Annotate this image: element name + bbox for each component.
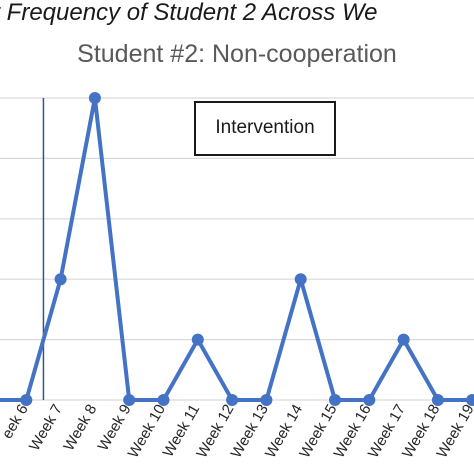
annotation-label: Intervention [215,117,314,138]
data-point [397,333,410,346]
data-point [466,394,474,406]
data-point [123,394,136,406]
data-point [431,394,444,406]
gridlines [0,97,474,401]
chart-subtitle: Student #2: Non-cooperation [77,40,397,68]
data-point [363,394,376,406]
series-group [0,92,474,406]
chart-title: r Frequency of Student 2 Across We [0,0,378,26]
intervention-annotation: Intervention [194,101,336,156]
data-point [294,273,307,286]
data-point [157,394,170,406]
data-point [226,394,239,406]
annotation-box [194,101,336,156]
data-point [20,394,33,406]
data-point [191,333,204,346]
data-point [260,394,273,406]
data-point [54,273,67,286]
data-point [329,394,341,406]
data-point [88,92,101,104]
x-tick-label: eek 6 [0,402,32,442]
